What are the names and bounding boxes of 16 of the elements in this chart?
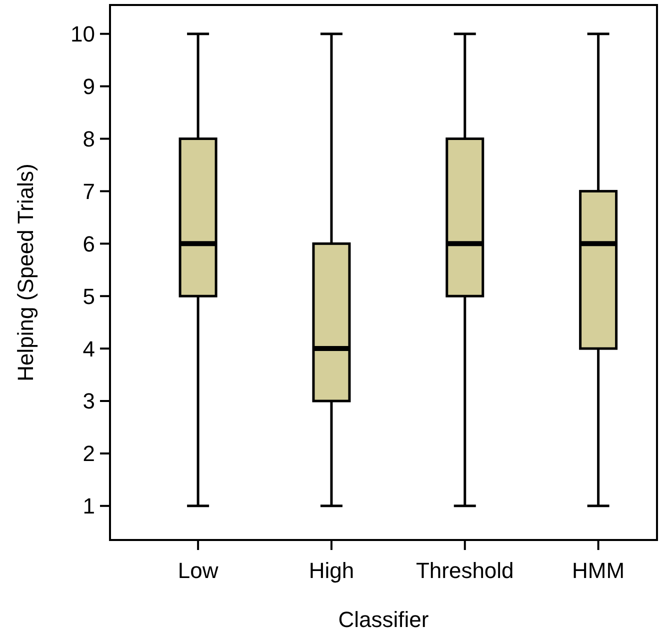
- y-tick-label: 6: [82, 231, 95, 256]
- y-tick-label: 4: [82, 336, 95, 362]
- x-tick-label: Low: [178, 558, 218, 583]
- y-tick-label: 8: [82, 126, 95, 152]
- y-tick-label: 7: [82, 178, 95, 204]
- x-tick-label: HMM: [572, 558, 625, 583]
- y-tick-label: 9: [82, 74, 95, 99]
- x-tick-label: Threshold: [416, 558, 514, 583]
- x-tick-label: High: [308, 558, 354, 583]
- y-tick-label: 5: [82, 284, 95, 309]
- x-axis-title: Classifier: [338, 607, 429, 632]
- y-tick-label: 3: [82, 388, 95, 414]
- y-tick-label: 1: [82, 494, 95, 519]
- y-tick-label: 2: [82, 441, 95, 466]
- y-tick-label: 10: [70, 22, 95, 47]
- y-axis-title: Helping (Speed Trials): [13, 164, 38, 382]
